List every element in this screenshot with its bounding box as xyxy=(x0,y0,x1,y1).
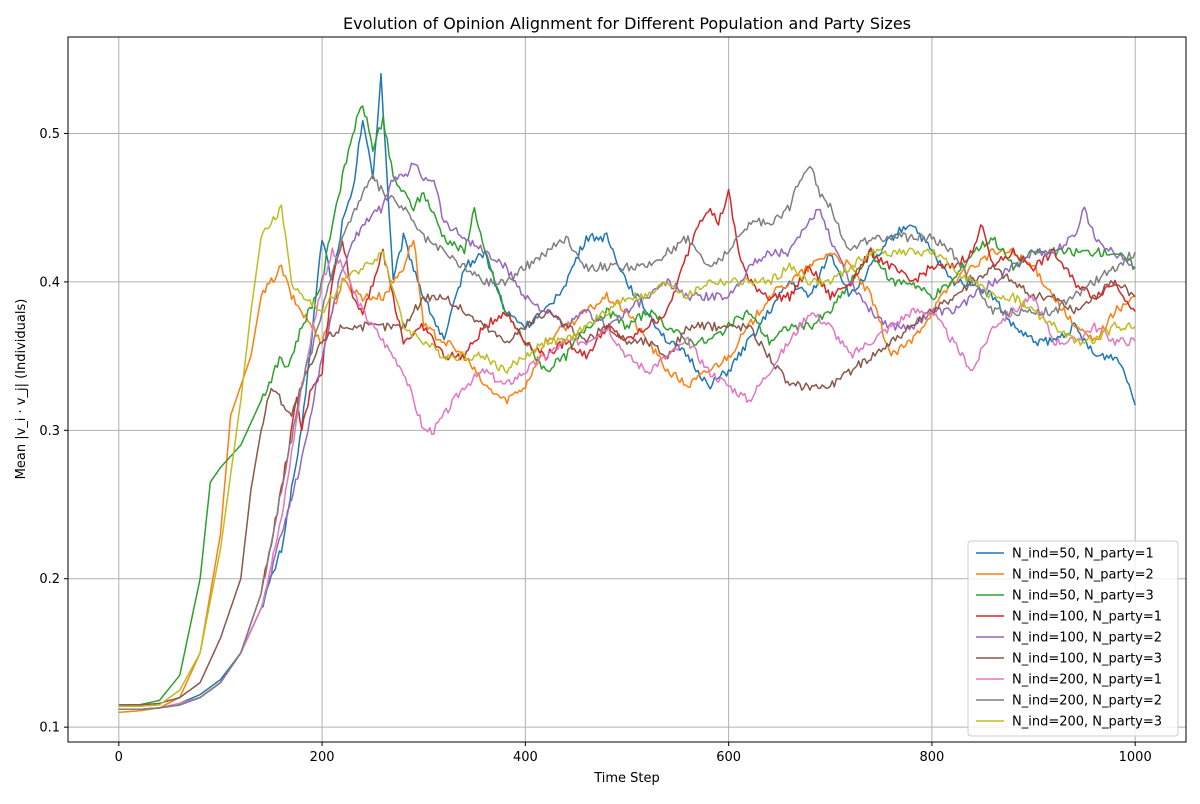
y-tick-label: 0.4 xyxy=(39,275,60,290)
x-tick-label: 600 xyxy=(716,750,741,765)
series-line-7 xyxy=(118,247,1136,711)
plot-frame xyxy=(67,36,1187,743)
series-line-9 xyxy=(118,204,1136,708)
y-axis-label: Mean |v_i · v_j| (Individuals) xyxy=(14,299,29,480)
series-line-3 xyxy=(118,105,1136,706)
legend-label: N_ind=100, N_party=2 xyxy=(1012,631,1162,646)
legend-label: N_ind=100, N_party=3 xyxy=(1012,652,1162,667)
axis-ticks: 0 200 400 600 800 1000 0.1 0.2 0.3 0.4 0.5 xyxy=(39,127,1151,765)
x-axis-label: Time Step xyxy=(593,771,660,786)
legend: N_ind=50, N_party=1 N_ind=50, N_party=2 N_… xyxy=(967,540,1179,737)
x-tick-label: 800 xyxy=(919,750,944,765)
x-tick-label: 1000 xyxy=(1119,750,1152,765)
legend-label: N_ind=200, N_party=1 xyxy=(1012,673,1162,688)
series-line-5 xyxy=(118,162,1136,711)
legend-label: N_ind=200, N_party=2 xyxy=(1012,694,1162,709)
y-tick-label: 0.3 xyxy=(39,424,60,439)
legend-label: N_ind=50, N_party=1 xyxy=(1012,547,1154,562)
x-tick-label: 200 xyxy=(310,750,335,765)
y-tick-label: 0.5 xyxy=(39,127,60,142)
series-line-8 xyxy=(118,165,1136,711)
x-tick-label: 400 xyxy=(513,750,538,765)
plot-area xyxy=(118,73,1136,714)
y-tick-label: 0.1 xyxy=(39,721,60,736)
series-line-6 xyxy=(118,263,1136,706)
x-tick-label: 0 xyxy=(115,750,123,765)
legend-box xyxy=(967,540,1179,737)
y-tick-label: 0.2 xyxy=(39,572,60,587)
chart-title: Evolution of Opinion Alignment for Diffe… xyxy=(343,14,911,33)
legend-label: N_ind=50, N_party=2 xyxy=(1012,568,1154,583)
legend-label: N_ind=200, N_party=3 xyxy=(1012,715,1162,730)
legend-label: N_ind=50, N_party=3 xyxy=(1012,589,1154,604)
legend-label: N_ind=100, N_party=1 xyxy=(1012,610,1162,625)
